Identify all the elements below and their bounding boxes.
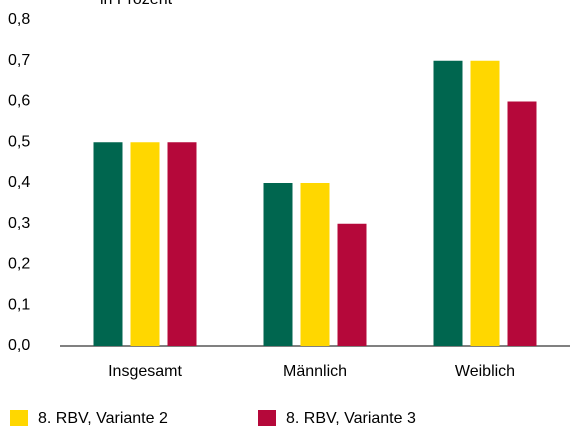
bar bbox=[130, 142, 160, 346]
y-tick-label: 0,8 bbox=[8, 11, 30, 28]
chart-subtitle: in Prozent bbox=[100, 0, 173, 8]
bar bbox=[337, 223, 367, 346]
y-tick-label: 0,2 bbox=[8, 256, 30, 273]
bar bbox=[263, 183, 293, 346]
bar bbox=[300, 183, 330, 346]
y-tick-label: 0,1 bbox=[8, 296, 30, 313]
x-tick-label: Insgesamt bbox=[108, 363, 182, 380]
x-tick-label: Männlich bbox=[283, 363, 347, 380]
bar bbox=[507, 101, 537, 346]
legend-label: 8. RBV, Variante 3 bbox=[286, 410, 416, 427]
y-tick-label: 0,6 bbox=[8, 93, 30, 110]
legend-swatch bbox=[10, 410, 28, 426]
y-tick-label: 0,4 bbox=[8, 174, 30, 191]
bar bbox=[470, 60, 500, 346]
y-tick-label: 0,3 bbox=[8, 215, 30, 232]
y-tick-label: 0,0 bbox=[8, 337, 30, 354]
y-tick-label: 0,5 bbox=[8, 133, 30, 150]
legend-label: 8. RBV, Variante 2 bbox=[38, 410, 168, 427]
x-tick-label: Weiblich bbox=[455, 363, 515, 380]
y-tick-label: 0,7 bbox=[8, 52, 30, 69]
legend-swatch bbox=[258, 410, 276, 426]
bar bbox=[167, 142, 197, 346]
bar bbox=[93, 142, 123, 346]
bar bbox=[433, 60, 463, 346]
